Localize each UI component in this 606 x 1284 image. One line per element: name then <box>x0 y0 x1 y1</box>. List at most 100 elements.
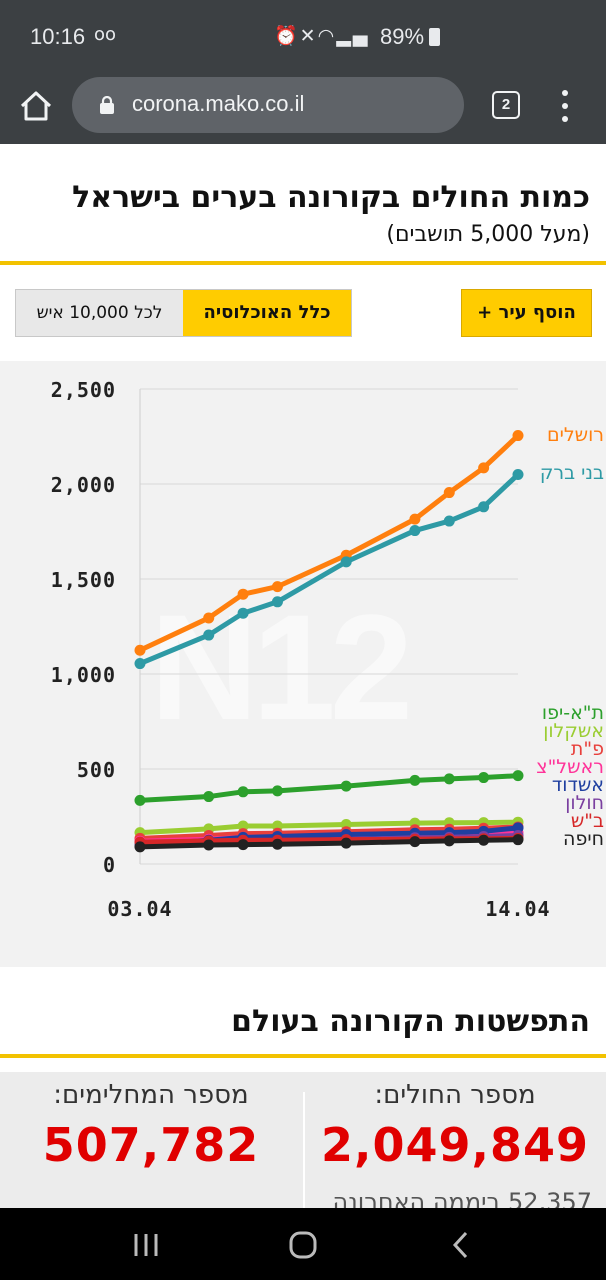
y-tick-label: 2,500 <box>51 378 116 402</box>
y-tick-label: 2,000 <box>51 473 116 497</box>
data-point <box>478 834 490 846</box>
data-point <box>237 820 249 832</box>
data-point <box>237 607 249 619</box>
series-label: חיפה <box>563 828 604 850</box>
data-point <box>478 462 490 474</box>
data-point <box>340 556 352 568</box>
data-point <box>134 644 146 656</box>
back-icon[interactable] <box>452 1231 468 1259</box>
toggle-per-10000[interactable]: לכל 10,000 איש <box>16 290 183 336</box>
web-page: כמות החולים בקורונה בערים בישראל (מעל 5,… <box>0 144 606 1208</box>
data-point <box>409 836 421 848</box>
status-time: 10:16 <box>30 24 86 49</box>
data-point <box>443 773 455 785</box>
alarm-icon: ⏰ <box>274 25 300 47</box>
nav-bar <box>0 1208 606 1280</box>
divider <box>0 261 606 265</box>
data-point <box>134 658 146 670</box>
url-bar[interactable]: corona.mako.co.il <box>72 77 464 133</box>
battery-icon <box>429 28 440 46</box>
stats-divider <box>303 1092 305 1208</box>
world-section-title: התפשטות הקורונה בעולם <box>231 1004 590 1039</box>
data-point <box>203 791 215 803</box>
series-label: אשדוד <box>552 774 604 796</box>
tab-switcher-button[interactable]: 2 <box>492 91 520 119</box>
series-label: בני ברק <box>540 462 604 484</box>
data-point <box>271 596 283 608</box>
data-point <box>512 822 524 834</box>
series-label: חולון <box>565 792 604 814</box>
data-point <box>237 588 249 600</box>
wifi-icon: ◠ <box>317 25 337 47</box>
cities-chart: N12 2,500 2,000 1,500 1,000 500 0 03.04 14.04 רו… <box>0 361 606 967</box>
divider <box>0 1054 606 1058</box>
data-point <box>409 774 421 786</box>
cases-value: 2,049,849 <box>321 1118 589 1172</box>
recovered-label: מספר המחלימים: <box>53 1080 249 1110</box>
data-point <box>271 581 283 593</box>
browser-toolbar: corona.mako.co.il 2 <box>0 74 606 144</box>
n12-watermark: N12 <box>150 583 413 751</box>
signal-icon: ▂▄ <box>336 25 370 47</box>
data-point <box>340 837 352 849</box>
population-toggle: כלל האוכלוסיה לכל 10,000 איש <box>15 289 352 337</box>
x-tick-label: 03.04 <box>107 897 172 921</box>
lock-icon <box>100 96 114 114</box>
data-point <box>340 780 352 792</box>
data-point <box>134 794 146 806</box>
status-bar: 10:16 oo ⏰✕◠▂▄ 89% <box>0 0 606 74</box>
data-point <box>443 835 455 847</box>
toggle-all-population[interactable]: כלל האוכלוסיה <box>183 290 351 336</box>
series-label: ת"א-יפו <box>542 702 604 724</box>
data-point <box>409 525 421 537</box>
add-city-button[interactable]: הוסף עיר + <box>461 289 592 337</box>
series-label: פ"ת <box>571 738 604 760</box>
series-line <box>138 433 520 653</box>
data-point <box>512 834 524 846</box>
data-point <box>237 786 249 798</box>
data-point <box>443 515 455 527</box>
data-point <box>237 839 249 851</box>
data-point <box>409 513 421 525</box>
x-tick-label: 14.04 <box>485 897 550 921</box>
data-point <box>478 772 490 784</box>
data-point <box>512 430 524 442</box>
world-stats: מספר החולים: 2,049,849 מספר המחלימים: 50… <box>0 1072 606 1208</box>
vibrate-off-icon: ✕ <box>299 25 318 47</box>
nav-bar-icons <box>134 1231 468 1259</box>
data-point <box>443 487 455 499</box>
y-tick-label: 0 <box>103 853 116 877</box>
url-text: corona.mako.co.il <box>132 91 305 116</box>
series-label: ב"ש <box>571 810 604 832</box>
series-line <box>139 773 519 803</box>
overflow-menu-icon[interactable] <box>555 89 575 123</box>
page-subtitle: (מעל 5,000 תושבים) <box>386 222 590 247</box>
series-label: רושלים <box>547 424 604 446</box>
data-point <box>203 629 215 641</box>
home-icon[interactable] <box>289 1231 317 1259</box>
data-point <box>203 612 215 624</box>
page-title: כמות החולים בקורונה בערים בישראל <box>72 180 590 215</box>
series-label: ראשל"צ <box>536 756 604 778</box>
data-point <box>271 838 283 850</box>
data-point <box>512 770 524 782</box>
recovered-value: 507,782 <box>42 1118 260 1172</box>
data-point <box>478 501 490 513</box>
voicemail-icon: oo <box>94 24 117 45</box>
cases-label: מספר החולים: <box>374 1080 536 1110</box>
data-point <box>271 785 283 797</box>
y-tick-label: 500 <box>77 758 116 782</box>
home-icon[interactable] <box>18 88 54 124</box>
series-line <box>139 472 520 666</box>
status-icons: ⏰✕◠▂▄ <box>274 24 369 47</box>
y-tick-label: 1,500 <box>51 568 116 592</box>
y-tick-label: 1,000 <box>51 663 116 687</box>
recent-apps-icon[interactable] <box>134 1234 158 1256</box>
data-point <box>203 839 215 851</box>
daily-cases: 52,357 ביממה האחרונה <box>332 1188 592 1208</box>
data-point <box>512 469 524 480</box>
data-point <box>134 841 146 853</box>
battery-percent: 89% <box>380 24 425 49</box>
series-label: אשקלון <box>543 720 604 742</box>
chart-svg: 2,500 2,000 1,500 1,000 500 0 03.04 14.04 רושלים… <box>51 378 604 921</box>
